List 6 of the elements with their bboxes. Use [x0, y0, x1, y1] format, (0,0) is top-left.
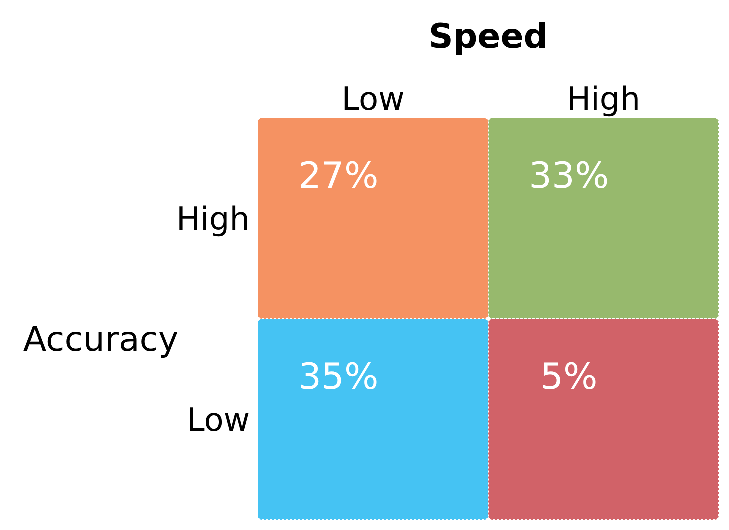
x-axis-title: Speed [428, 17, 548, 57]
data-label: 5% [540, 357, 598, 398]
y-axis-title: Accuracy [23, 320, 179, 360]
data-label: 33% [529, 156, 610, 198]
data-label: 27% [298, 156, 379, 198]
data-label: 35% [298, 357, 379, 398]
